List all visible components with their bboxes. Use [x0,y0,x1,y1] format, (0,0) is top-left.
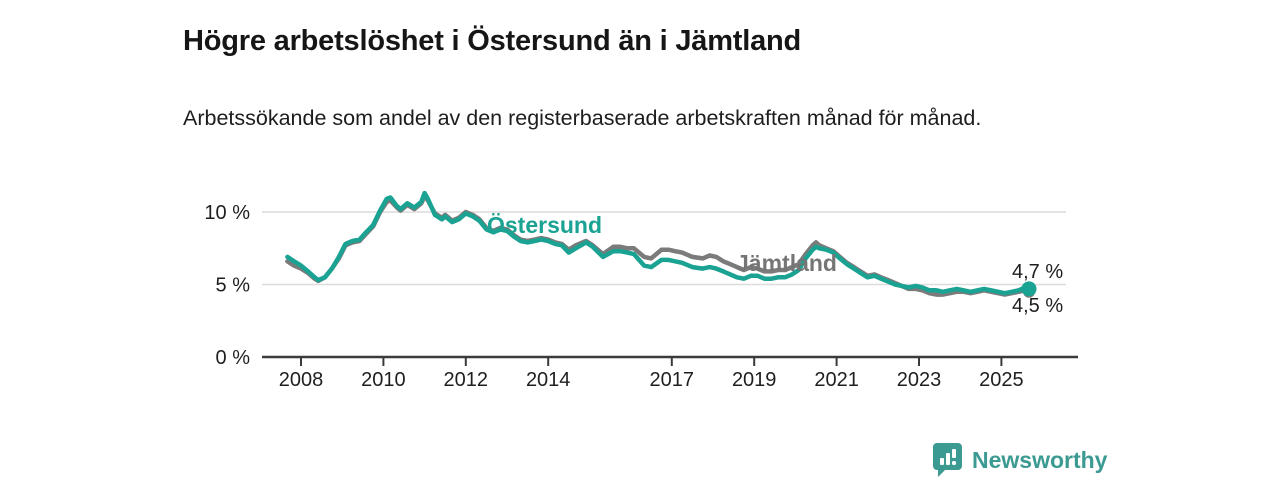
end-value-ostersund: 4,7 % [1012,261,1064,283]
x-axis-tick-label: 2012 [444,369,489,391]
y-axis-tick-label: 5 % [216,275,251,297]
y-axis-tick-label: 10 % [204,202,250,224]
brand-name: Newsworthy [972,446,1108,473]
series-label-ostersund: Östersund [487,212,603,238]
newsworthy-logo-icon [933,443,962,477]
end-point-ostersund [1021,281,1037,297]
x-axis-tick-label: 2023 [897,369,942,391]
end-value-jamtland: 4,5 % [1012,295,1064,317]
series-label-jamtland: Jämtland [736,250,837,276]
x-axis-tick-label: 2008 [279,369,324,391]
page-title: Högre arbetslöshet i Östersund än i Jämt… [183,25,802,58]
x-axis-tick-label: 2014 [526,369,571,391]
x-axis-tick-label: 2021 [814,369,859,391]
x-axis-tick-label: 2025 [979,369,1024,391]
series-line-ostersund [285,190,1032,296]
series-line-jamtland [285,193,1032,297]
y-axis-tick-label: 0 % [216,347,251,369]
chart-subtitle: Arbetssökande som andel av den registerb… [183,105,982,130]
x-axis-tick-label: 2017 [650,369,695,391]
newsworthy-brand: Newsworthy [932,442,1107,477]
x-axis-tick-label: 2010 [361,369,406,391]
x-axis-tick-label: 2019 [732,369,777,391]
